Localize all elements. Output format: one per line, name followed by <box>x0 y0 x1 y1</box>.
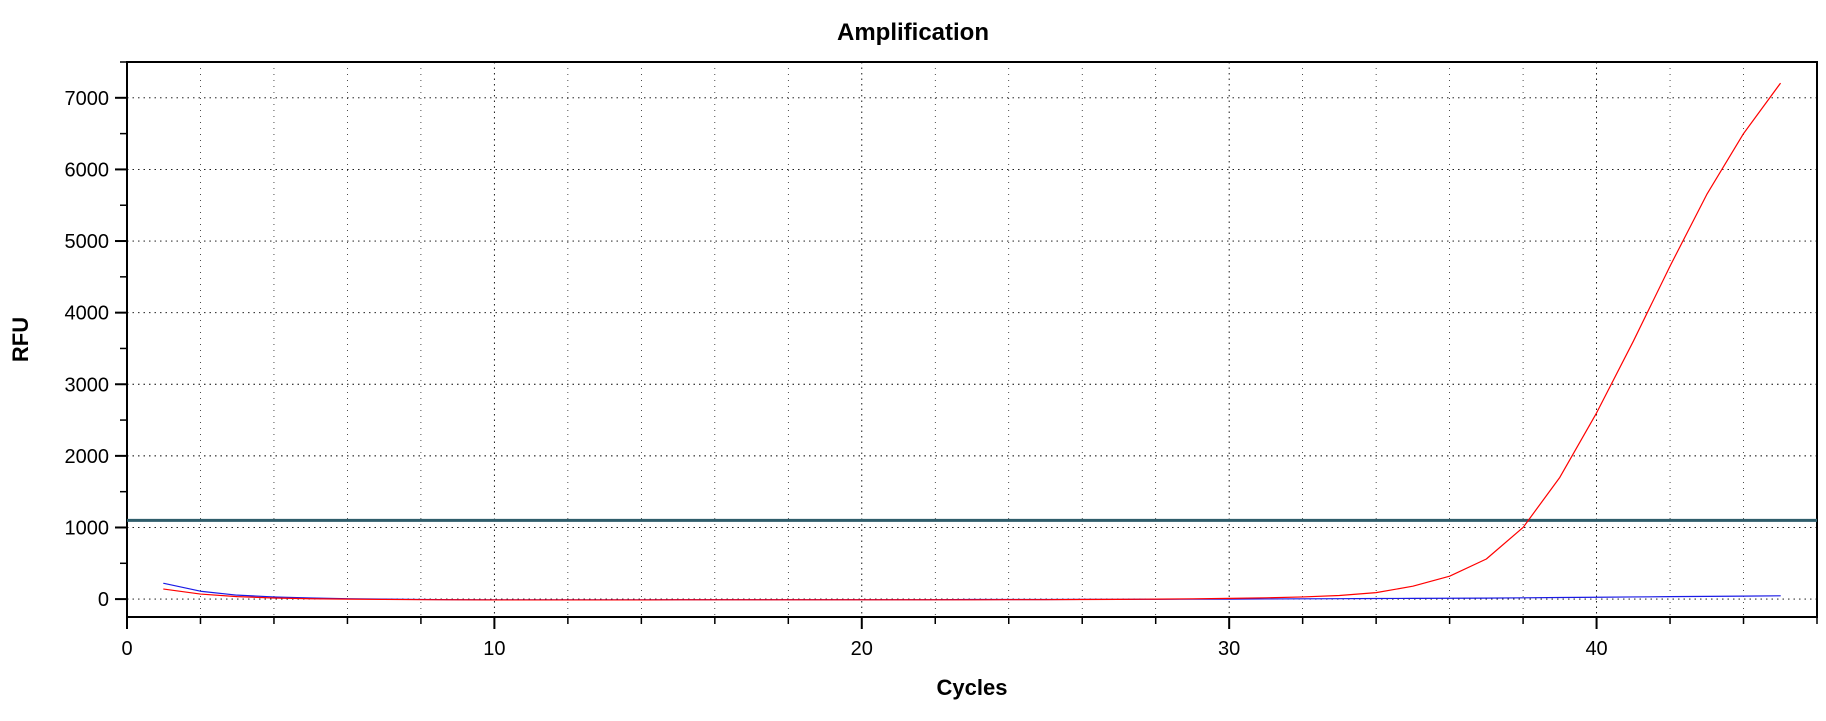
y-tick-label: 6000 <box>65 159 110 181</box>
x-tick-label: 40 <box>1585 638 1607 660</box>
x-axis-label: Cycles <box>937 675 1008 700</box>
y-tick-label: 1000 <box>65 517 110 539</box>
x-tick-label: 20 <box>851 638 873 660</box>
chart-title: Amplification <box>837 19 989 46</box>
plot-area-bg <box>127 62 1817 617</box>
x-tick-label: 10 <box>483 638 505 660</box>
chart-svg: 0 10 20 30 40 0 1000 2000 3000 4000 5000 6000 7000 Am… <box>0 0 1826 721</box>
x-tick-label: 0 <box>121 638 132 660</box>
x-tick-label: 30 <box>1218 638 1240 660</box>
y-tick-label: 2000 <box>65 446 110 468</box>
y-tick-label: 3000 <box>65 374 110 396</box>
y-tick-label: 4000 <box>65 303 110 325</box>
amplification-chart: 0 10 20 30 40 0 1000 2000 3000 4000 5000 6000 7000 Am… <box>0 0 1826 721</box>
y-axis-label: RFU <box>8 317 33 362</box>
y-tick-label: 7000 <box>65 88 110 110</box>
y-tick-label: 0 <box>98 589 109 611</box>
y-tick-label: 5000 <box>65 231 110 253</box>
